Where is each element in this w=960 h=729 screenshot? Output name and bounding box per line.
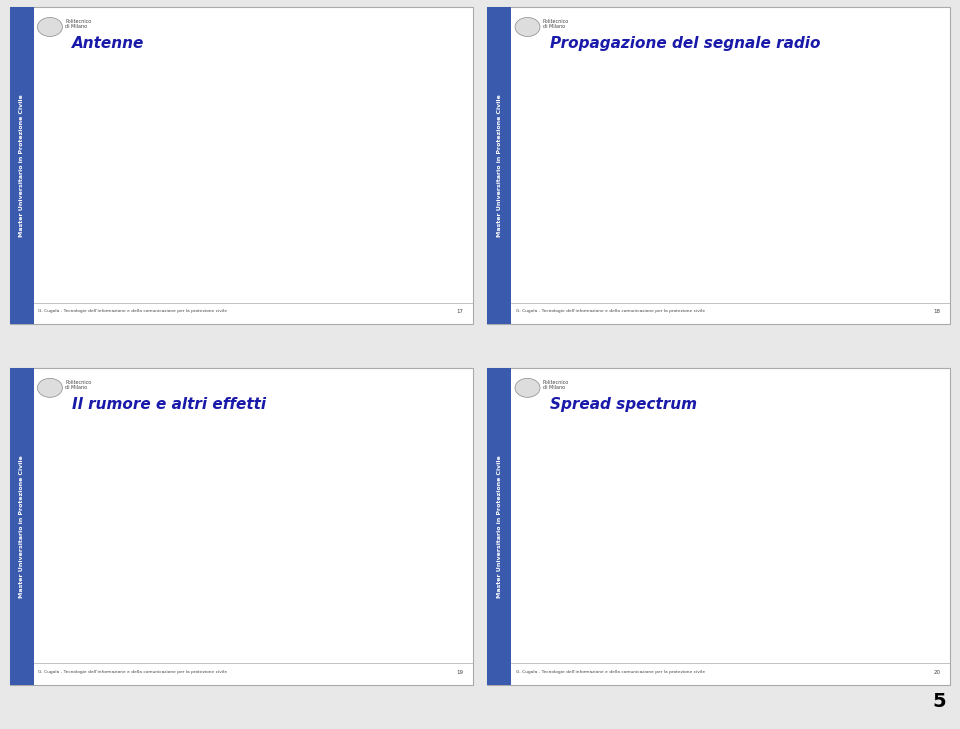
- Text: Spesso si usa una sequenza numerica pseudocasuale: Spesso si usa una sequenza numerica pseu…: [599, 487, 779, 493]
- Text: In presenza di ostacoli il segnale viene riflesso e diffratto dando
luogo a una : In presenza di ostacoli il segnale viene…: [121, 542, 339, 570]
- Text: terra: terra: [599, 120, 616, 127]
- Text: •: •: [520, 398, 526, 408]
- Text: –: –: [86, 472, 90, 481]
- Text: •: •: [42, 524, 48, 534]
- Text: Spread spectrum: Spread spectrum: [549, 397, 697, 413]
- Text: Politecnico
di Milano: Politecnico di Milano: [543, 19, 569, 29]
- Text: Politecnico
di Milano: Politecnico di Milano: [65, 380, 91, 390]
- Text: Antenne: Antenne: [72, 36, 144, 52]
- Text: G. Cugola - Tecnologie dell'informazione e della comunicazione per la protezione: G. Cugola - Tecnologie dell'informazione…: [38, 309, 228, 313]
- Text: –: –: [86, 507, 90, 516]
- Text: •: •: [42, 490, 48, 500]
- Text: •: •: [34, 61, 40, 71]
- Text: Master Universitario in Protezione Civile: Master Universitario in Protezione Civil…: [19, 456, 24, 598]
- Text: Master Universitario in Protezione Civile: Master Universitario in Protezione Civil…: [496, 95, 502, 237]
- Text: Assorbimento del segnale da parte dell’atmosfera: Assorbimento del segnale da parte dell’a…: [78, 490, 258, 496]
- Text: 19: 19: [456, 670, 463, 674]
- Text: •: •: [520, 435, 526, 445]
- Text: Interferenze con altri segnali elettromagnetici: Interferenze con altri segnali elettroma…: [78, 455, 244, 461]
- Text: Propagazione del segnale radio: Propagazione del segnale radio: [549, 36, 820, 52]
- Text: Si tratta di un approccio alternativo ai classici meccanismi di
modulazione del : Si tratta di un approccio alternativo ai…: [555, 398, 775, 411]
- Text: –: –: [86, 542, 90, 550]
- Text: Master Universitario in Protezione Civile: Master Universitario in Protezione Civil…: [19, 95, 24, 237]
- Text: L’effetto di tale codifica è aumentare la banda del segnale
originale (spread sp: L’effetto di tale codifica è aumentare l…: [555, 504, 766, 519]
- Text: •: •: [520, 542, 526, 552]
- Text: Rumore di fondo: Rumore di fondo: [78, 435, 137, 441]
- Text: Politecnico
di Milano: Politecnico di Milano: [543, 380, 569, 390]
- Text: L’idea di base è prendere un segnale analogico di banda
relativamente piccola e : L’idea di base è prendere un segnale ana…: [555, 435, 779, 457]
- Text: 18: 18: [934, 309, 941, 313]
- Text: Propagazione a vista
(sopra i 30 MHz): Propagazione a vista (sopra i 30 MHz): [559, 170, 639, 190]
- Text: •: •: [42, 455, 48, 465]
- Text: 20: 20: [934, 670, 941, 674]
- Text: Politecnico
di Milano: Politecnico di Milano: [65, 19, 91, 29]
- Text: Master Universitario in Protezione Civile: Master Universitario in Protezione Civil…: [496, 456, 502, 598]
- Text: terra: terra: [819, 181, 836, 187]
- Text: Antenne direzionali: Antenne direzionali: [269, 121, 344, 130]
- Text: Popagazione riflessa
(fino da 2MHz a 30MHz): Popagazione riflessa (fino da 2MHz a 30M…: [781, 37, 874, 57]
- Text: La trasmissione radio è soggetta a numerosi effetti che
limitano la capacità tra: La trasmissione radio è soggetta a numer…: [78, 398, 277, 413]
- Text: Propagazione multipercorso (multipath propagation): Propagazione multipercorso (multipath pr…: [78, 524, 267, 531]
- Text: •: •: [42, 398, 48, 408]
- Text: Fenomeni atmosferici possono aumentare l’effetto: Fenomeni atmosferici possono aumentare l…: [121, 507, 291, 513]
- Text: Il rumore e altri effetti: Il rumore e altri effetti: [72, 397, 266, 413]
- Text: G. Cugola - Tecnologie dell'informazione e della comunicazione per la protezione: G. Cugola - Tecnologie dell'informazione…: [516, 670, 706, 674]
- Text: ionosfera: ionosfera: [904, 98, 937, 104]
- Text: Antenna omnidirezionale: Antenna omnidirezionale: [64, 121, 160, 130]
- Text: Effetto di superfice
(fino a 2MHz): Effetto di superfice (fino a 2MHz): [571, 37, 644, 57]
- Text: In linea di massima le antenne si dividono, in funzione del modello di
propagazi: In linea di massima le antenne si divido…: [60, 61, 351, 80]
- Text: G. Cugola - Tecnologie dell'informazione e della comunicazione per la protezione: G. Cugola - Tecnologie dell'informazione…: [38, 670, 228, 674]
- Text: 5: 5: [932, 692, 946, 711]
- Text: Al momento della ricezione si usa il medesimo codice di
diffusione per demodular: Al momento della ricezione si usa il med…: [555, 542, 757, 555]
- Text: 17: 17: [456, 309, 463, 313]
- Text: •: •: [42, 435, 48, 445]
- Text: terra: terra: [590, 254, 608, 260]
- Text: •: •: [520, 504, 526, 515]
- Text: G. Cugola - Tecnologie dell'informazione e della comunicazione per la protezione: G. Cugola - Tecnologie dell'informazione…: [516, 309, 706, 313]
- Text: Rumore di intermodulazione: Rumore di intermodulazione: [121, 472, 216, 478]
- Text: –: –: [564, 487, 568, 496]
